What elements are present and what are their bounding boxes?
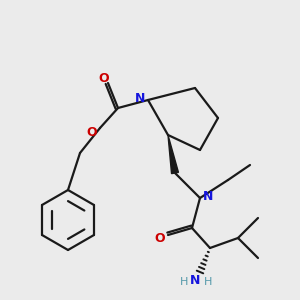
Text: O: O <box>99 71 109 85</box>
Polygon shape <box>168 135 178 174</box>
Text: O: O <box>155 232 165 244</box>
Text: O: O <box>87 125 97 139</box>
Text: N: N <box>135 92 145 104</box>
Text: N: N <box>203 190 213 202</box>
Text: H: H <box>180 277 188 287</box>
Text: H: H <box>204 277 212 287</box>
Text: N: N <box>190 274 200 286</box>
